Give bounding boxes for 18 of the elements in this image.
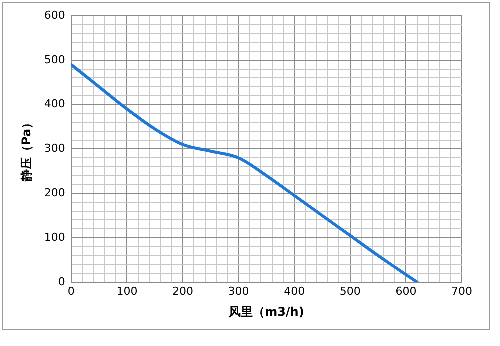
y-tick-label: 100: [44, 230, 66, 244]
x-tick-label: 0: [68, 284, 75, 298]
y-tick-label: 500: [44, 53, 66, 66]
x-tick-label: 600: [396, 284, 417, 298]
y-tick-label: 600: [44, 8, 66, 22]
x-tick-label: 300: [228, 284, 250, 298]
x-axis-title: 风里（m3/h): [228, 304, 304, 319]
y-tick-label: 400: [44, 98, 66, 111]
x-tick-label: 400: [284, 284, 306, 298]
x-tick-label: 200: [172, 284, 194, 298]
y-axis-title: 静压（Pa）: [19, 116, 34, 182]
x-tick-label: 700: [452, 284, 472, 298]
y-tick-label: 200: [44, 186, 66, 200]
x-tick-label: 500: [340, 284, 361, 298]
x-tick-label: 100: [116, 284, 138, 298]
y-tick-label: 0: [58, 275, 66, 288]
line-series: [71, 63, 419, 282]
y-tick-label: 300: [44, 142, 66, 156]
